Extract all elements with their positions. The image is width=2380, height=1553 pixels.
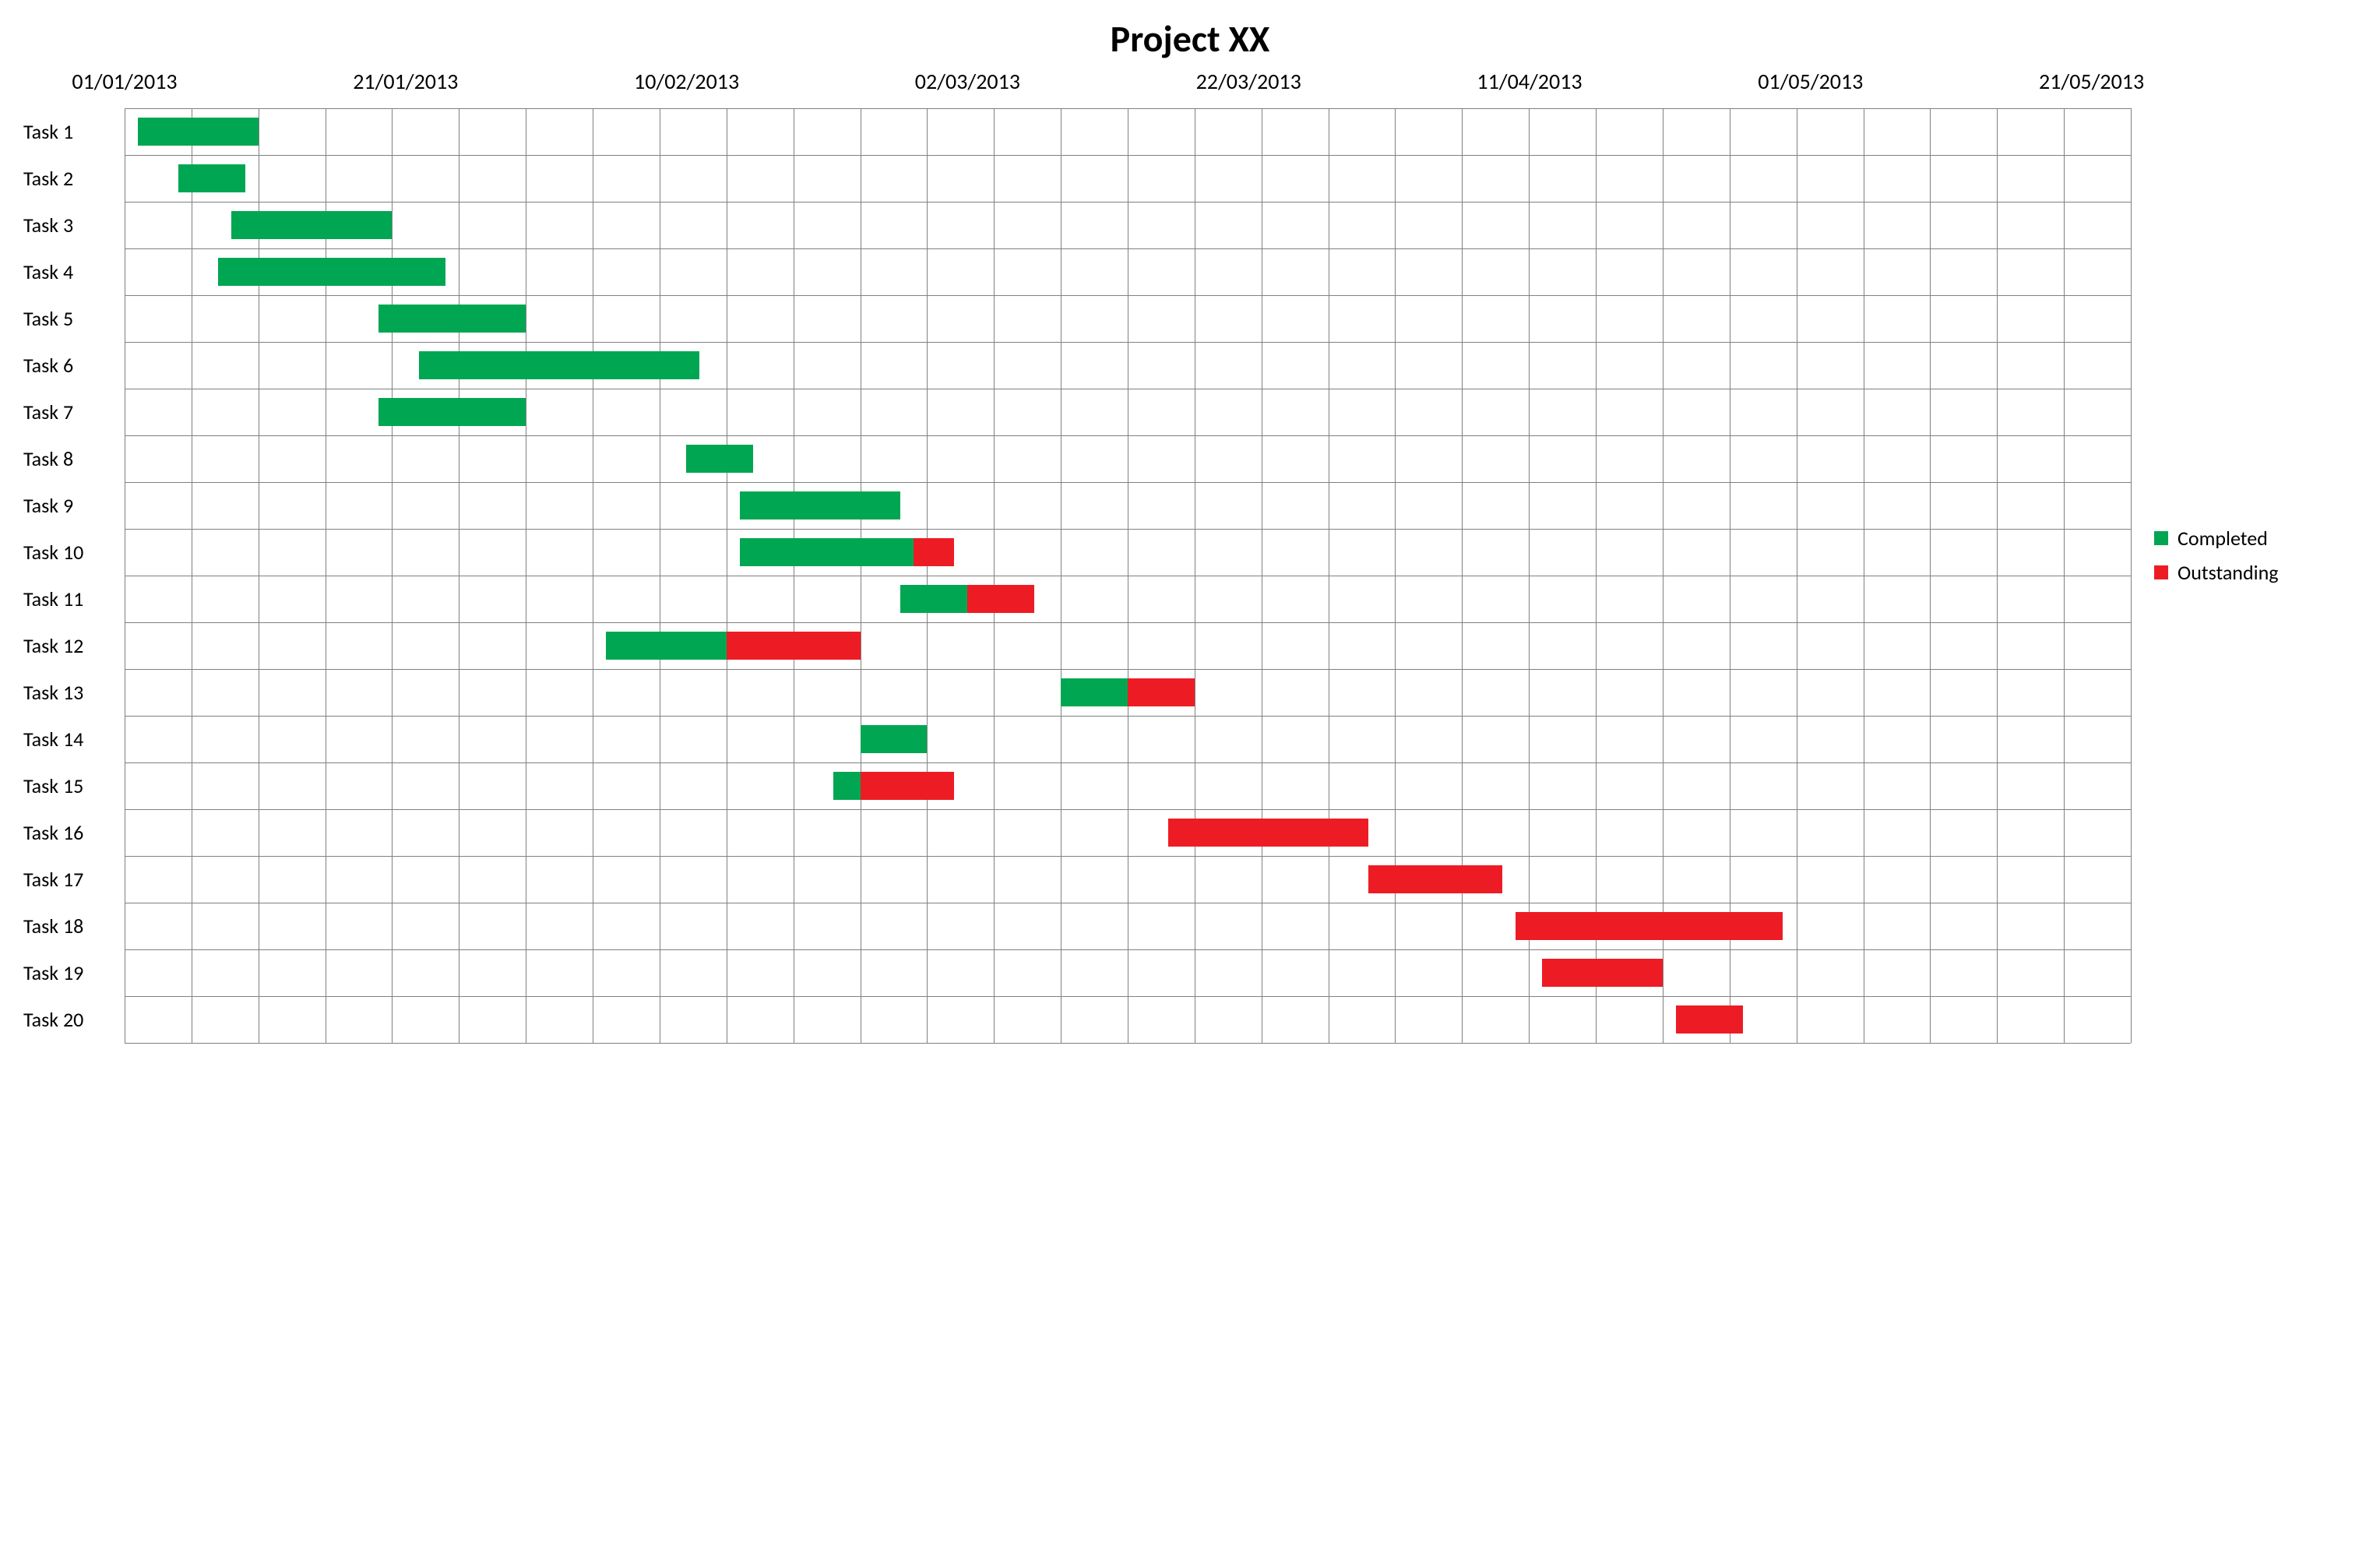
chart-frame: 01/01/2013 21/01/2013 10/02/2013 02/03/2013… bbox=[23, 68, 2357, 1043]
bar-outstanding bbox=[727, 632, 861, 660]
legend-label: Outstanding bbox=[2178, 560, 2279, 585]
plot-wrap: Task 1Task 2Task 3Task 4Task 5Task 6Task… bbox=[23, 108, 2131, 1043]
bar-outstanding bbox=[1542, 959, 1663, 987]
task-row bbox=[125, 809, 2131, 856]
legend-item: Completed bbox=[2154, 526, 2357, 551]
task-label: Task 11 bbox=[23, 576, 125, 622]
task-label: Task 4 bbox=[23, 248, 125, 295]
x-axis-label: 22/03/2013 bbox=[1196, 68, 1301, 95]
bar-outstanding bbox=[1368, 865, 1502, 893]
task-row bbox=[125, 202, 2131, 248]
task-label: Task 9 bbox=[23, 482, 125, 529]
task-row bbox=[125, 342, 2131, 389]
x-axis: 01/01/201321/01/201310/02/201302/03/2013… bbox=[125, 68, 2232, 108]
task-row bbox=[125, 856, 2131, 903]
bar-completed bbox=[378, 398, 526, 426]
task-row bbox=[125, 108, 2131, 155]
task-label: Task 1 bbox=[23, 108, 125, 155]
task-label: Task 8 bbox=[23, 435, 125, 482]
bar-completed bbox=[900, 585, 967, 613]
x-axis-label: 11/04/2013 bbox=[1477, 68, 1582, 95]
gridline-vertical bbox=[2131, 108, 2132, 1043]
legend: Completed Outstanding bbox=[2131, 521, 2357, 590]
task-row bbox=[125, 716, 2131, 762]
task-label: Task 13 bbox=[23, 669, 125, 716]
bar-completed bbox=[740, 491, 900, 519]
x-axis-label: 02/03/2013 bbox=[915, 68, 1020, 95]
task-row bbox=[125, 295, 2131, 342]
bar-outstanding bbox=[1516, 912, 1783, 940]
task-label: Task 18 bbox=[23, 903, 125, 949]
task-row bbox=[125, 576, 2131, 622]
task-label: Task 20 bbox=[23, 996, 125, 1043]
task-row bbox=[125, 529, 2131, 576]
task-row bbox=[125, 155, 2131, 202]
bar-completed bbox=[231, 211, 392, 239]
task-row bbox=[125, 903, 2131, 949]
bar-outstanding bbox=[861, 772, 954, 800]
x-axis-label: 01/05/2013 bbox=[1758, 68, 1863, 95]
task-label: Task 6 bbox=[23, 342, 125, 389]
task-label: Task 3 bbox=[23, 202, 125, 248]
bar-completed bbox=[833, 772, 860, 800]
bar-outstanding bbox=[967, 585, 1034, 613]
bar-completed bbox=[861, 725, 928, 753]
task-row bbox=[125, 435, 2131, 482]
bar-outstanding bbox=[1128, 678, 1195, 706]
y-axis-labels: Task 1Task 2Task 3Task 4Task 5Task 6Task… bbox=[23, 108, 125, 1043]
task-row bbox=[125, 669, 2131, 716]
bar-outstanding bbox=[1676, 1005, 1743, 1034]
bar-completed bbox=[419, 351, 700, 379]
task-label: Task 2 bbox=[23, 155, 125, 202]
task-label: Task 16 bbox=[23, 809, 125, 856]
legend-swatch bbox=[2154, 531, 2168, 545]
bar-completed bbox=[1061, 678, 1128, 706]
task-label: Task 19 bbox=[23, 949, 125, 996]
task-label: Task 15 bbox=[23, 762, 125, 809]
chart-column: 01/01/2013 21/01/2013 10/02/2013 02/03/2013… bbox=[23, 68, 2131, 1043]
task-label: Task 10 bbox=[23, 529, 125, 576]
task-label: Task 7 bbox=[23, 389, 125, 435]
x-axis-label: 21/05/2013 bbox=[2039, 68, 2144, 95]
bar-completed bbox=[378, 305, 526, 333]
x-axis-label: 21/01/2013 bbox=[353, 68, 458, 95]
task-label: Task 5 bbox=[23, 295, 125, 342]
x-axis-label: 10/02/2013 bbox=[634, 68, 739, 95]
gridline-horizontal bbox=[125, 1043, 2131, 1044]
task-row bbox=[125, 389, 2131, 435]
task-row bbox=[125, 996, 2131, 1043]
legend-item: Outstanding bbox=[2154, 560, 2357, 585]
legend-swatch bbox=[2154, 565, 2168, 579]
chart-page: Project XX 01/01/2013 21/01/2013 10/02/201… bbox=[0, 0, 2380, 1058]
task-label: Task 14 bbox=[23, 716, 125, 762]
task-row bbox=[125, 762, 2131, 809]
bar-completed bbox=[606, 632, 727, 660]
bar-completed bbox=[740, 538, 914, 566]
bar-completed bbox=[178, 164, 245, 192]
legend-label: Completed bbox=[2178, 526, 2268, 551]
task-row bbox=[125, 622, 2131, 669]
bar-outstanding bbox=[914, 538, 954, 566]
task-row bbox=[125, 248, 2131, 295]
bar-completed bbox=[138, 118, 259, 146]
task-label: Task 17 bbox=[23, 856, 125, 903]
bar-outstanding bbox=[1168, 819, 1369, 847]
plot-area bbox=[125, 108, 2131, 1043]
bar-completed bbox=[218, 258, 445, 286]
task-label: Task 12 bbox=[23, 622, 125, 669]
chart-title: Project XX bbox=[23, 16, 2357, 62]
x-axis-label: 01/01/2013 bbox=[72, 68, 177, 95]
bar-completed bbox=[686, 445, 753, 473]
task-row bbox=[125, 949, 2131, 996]
task-row bbox=[125, 482, 2131, 529]
